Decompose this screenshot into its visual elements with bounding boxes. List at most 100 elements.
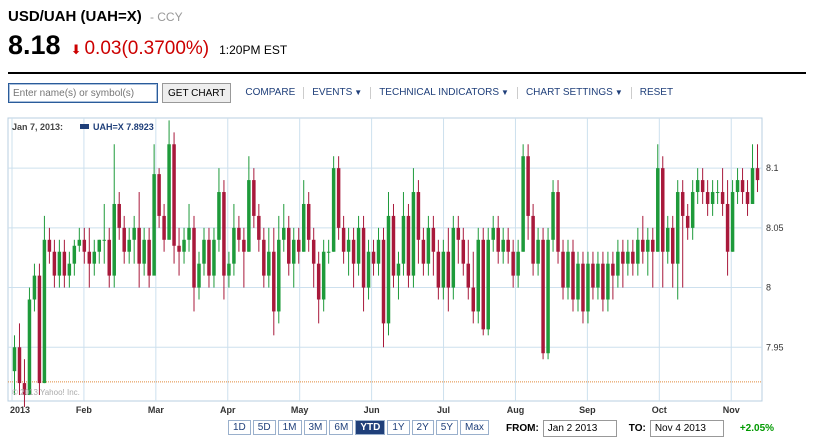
x-tick-label: Jun [364, 405, 380, 415]
candle-up [182, 239, 186, 252]
candle-up [476, 239, 480, 312]
candle-up [321, 251, 326, 300]
timeframe-selector: 1D 5D 1M 3M 6M YTD 1Y 2Y 5Y Max [228, 420, 491, 435]
candle-down [421, 239, 426, 264]
x-tick-label: Oct [652, 405, 667, 415]
to-date-input[interactable] [649, 420, 724, 437]
candle-up [72, 245, 77, 264]
caret-down-icon: ▼ [614, 88, 623, 97]
events-menu[interactable]: EVENTS ▼ [304, 87, 372, 99]
get-chart-button[interactable]: GET CHART [162, 83, 232, 103]
timeframe-max[interactable]: Max [460, 420, 489, 435]
x-tick-label: Apr [220, 405, 236, 415]
timeframe-2y[interactable]: 2Y [411, 420, 434, 435]
legend-swatch [80, 124, 89, 129]
candle-down [461, 239, 466, 264]
candle-up [666, 227, 670, 252]
candle-down [82, 239, 87, 252]
compare-link[interactable]: COMPARE [237, 87, 305, 99]
from-date-input[interactable] [542, 420, 617, 437]
timeframe-ytd[interactable]: YTD [355, 420, 386, 435]
reset-link[interactable]: RESET [632, 87, 681, 99]
candle-up [277, 239, 281, 312]
y-tick-label: 8.1 [766, 163, 779, 173]
timeframe-5d[interactable]: 5D [252, 420, 276, 435]
candle-down [252, 180, 256, 216]
candle-up [167, 144, 171, 240]
candle-down [471, 287, 476, 312]
candle-up [32, 275, 37, 300]
candle-up [536, 239, 540, 264]
candle-up [646, 239, 650, 252]
candle-up [267, 251, 271, 276]
candle-down [601, 263, 605, 300]
down-arrow-icon: ⬇ [70, 42, 82, 57]
candle-down [157, 174, 161, 216]
candle-down [670, 227, 675, 264]
candles [12, 120, 760, 407]
caret-down-icon: ▼ [501, 88, 509, 97]
technical-indicators-menu[interactable]: TECHNICAL INDICATORS ▼ [371, 87, 518, 99]
candle-down [740, 180, 745, 193]
candle-up [212, 239, 216, 276]
exchange-label: - CCY [149, 10, 183, 24]
candle-up [576, 263, 580, 300]
timeframe-1d[interactable]: 1D [228, 420, 251, 435]
candle-down [306, 203, 311, 240]
candle-up [451, 227, 456, 288]
symbol-title: USD/UAH (UAH=X) - CCY [8, 8, 183, 25]
candle-down [571, 251, 575, 300]
candle-down [755, 168, 760, 181]
candle-down [237, 227, 241, 240]
grid-lines [8, 118, 762, 401]
price-chart[interactable]: 7.95 8 8.05 8.1 2013 Feb Mar Apr May Jun Jul Aug Se… [0, 112, 816, 417]
candle-down [511, 251, 515, 276]
y-tick-label: 8 [766, 283, 771, 293]
candle-up [501, 239, 505, 252]
candle-up [356, 227, 361, 264]
timeframe-3m[interactable]: 3M [303, 420, 328, 435]
candle-up [586, 263, 590, 312]
candle-up [292, 239, 296, 264]
candle-down [371, 251, 376, 264]
candle-down [581, 263, 585, 312]
candle-up [232, 227, 236, 264]
candle-down [117, 203, 121, 228]
candle-up [486, 239, 490, 330]
candle-up [247, 180, 251, 252]
candle-down [621, 251, 625, 264]
candle-down [287, 227, 291, 264]
candle-down [446, 251, 451, 288]
candle-down [725, 203, 730, 252]
candle-up [441, 251, 446, 288]
candle-down [466, 263, 471, 288]
candle-up [77, 239, 82, 246]
candle-up [551, 192, 555, 240]
events-label: EVENTS [312, 87, 353, 98]
candle-down [416, 192, 421, 240]
candle-down [192, 227, 196, 288]
candle-down [37, 275, 42, 384]
candle-down [336, 168, 341, 228]
candle-up [12, 347, 17, 372]
candle-up [730, 192, 735, 252]
x-tick-label: Sep [579, 405, 596, 415]
candle-up [735, 180, 740, 193]
candle-down [705, 192, 710, 204]
timeframe-1m[interactable]: 1M [277, 420, 302, 435]
candle-down [431, 227, 436, 252]
candle-down [720, 192, 725, 204]
candle-up [67, 263, 72, 276]
candle-down [406, 215, 411, 276]
y-tick-label: 8.05 [766, 223, 784, 233]
chart-settings-menu[interactable]: CHART SETTINGS ▼ [518, 87, 632, 99]
range-change: +2.05% [739, 423, 775, 434]
candle-down [641, 239, 645, 252]
symbol-input[interactable] [8, 83, 158, 103]
timeframe-6m[interactable]: 6M [329, 420, 354, 435]
candle-up [42, 239, 47, 384]
candle-down [296, 239, 301, 252]
timeframe-5y[interactable]: 5Y [435, 420, 459, 435]
candle-up [57, 251, 62, 276]
timeframe-1y[interactable]: 1Y [387, 420, 410, 435]
